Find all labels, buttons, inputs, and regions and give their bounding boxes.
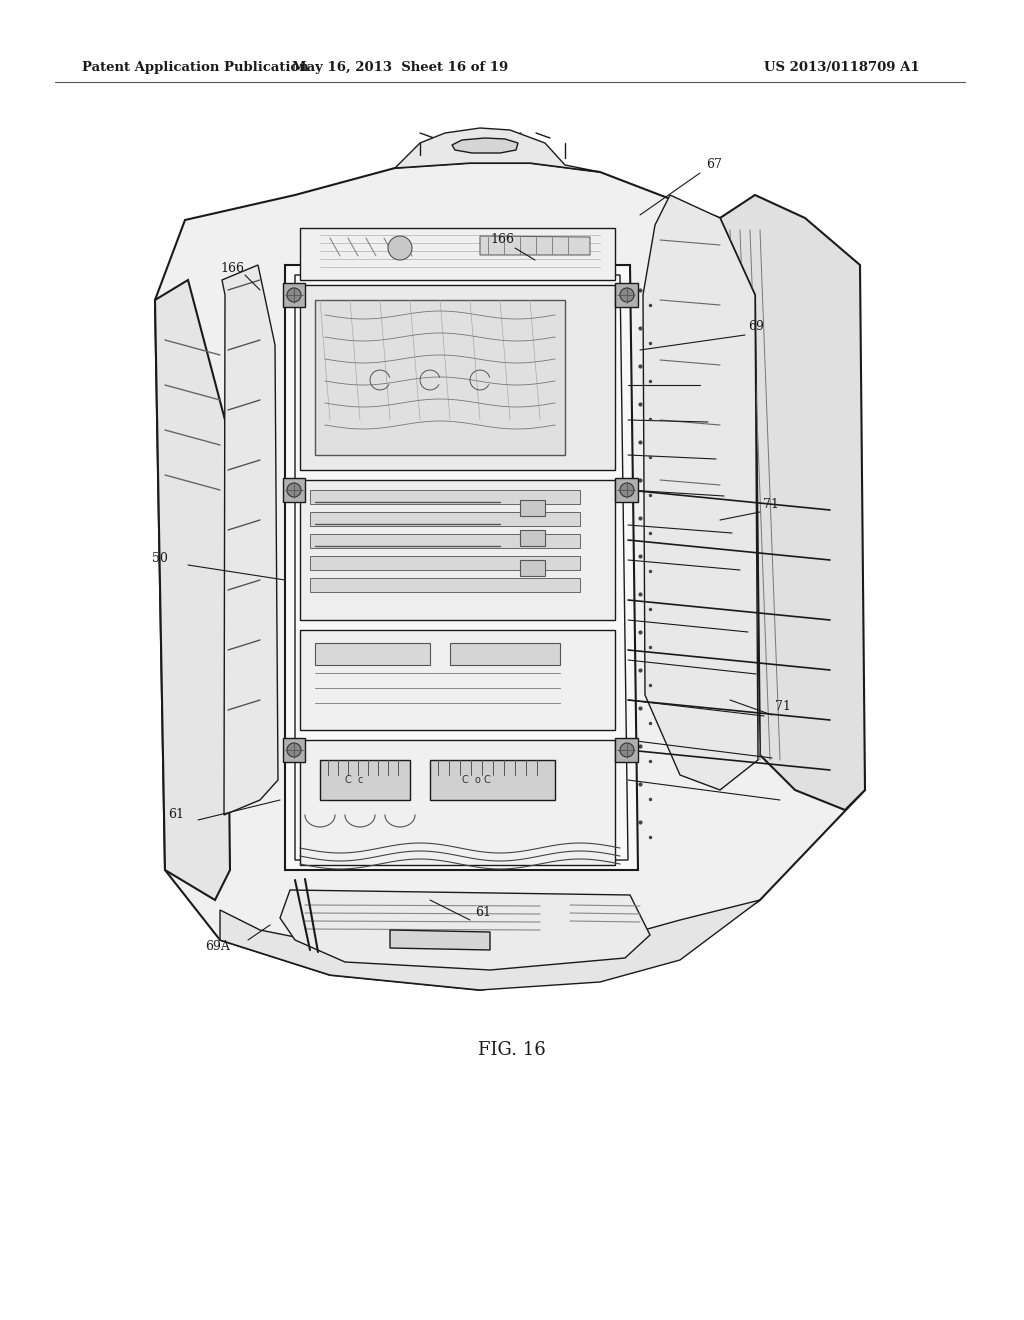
Polygon shape	[615, 282, 638, 308]
Polygon shape	[283, 478, 305, 502]
Text: 69: 69	[748, 319, 764, 333]
Polygon shape	[222, 265, 278, 814]
Text: May 16, 2013  Sheet 16 of 19: May 16, 2013 Sheet 16 of 19	[292, 62, 508, 74]
Circle shape	[620, 288, 634, 302]
Polygon shape	[300, 630, 615, 730]
Polygon shape	[220, 900, 760, 990]
Text: 166: 166	[220, 261, 244, 275]
Polygon shape	[450, 643, 560, 665]
Circle shape	[287, 743, 301, 756]
Polygon shape	[280, 890, 650, 970]
Text: FIG. 16: FIG. 16	[478, 1041, 546, 1059]
Text: 61: 61	[475, 906, 490, 919]
Circle shape	[388, 236, 412, 260]
Polygon shape	[155, 162, 865, 990]
Polygon shape	[310, 535, 580, 548]
Text: 61: 61	[168, 808, 184, 821]
Polygon shape	[155, 280, 230, 900]
Polygon shape	[720, 195, 865, 810]
Polygon shape	[319, 760, 410, 800]
Circle shape	[620, 743, 634, 756]
Polygon shape	[520, 531, 545, 546]
Polygon shape	[643, 195, 758, 789]
Polygon shape	[285, 265, 638, 870]
Polygon shape	[310, 490, 580, 504]
Polygon shape	[300, 285, 615, 470]
Polygon shape	[310, 556, 580, 570]
Text: 50: 50	[152, 552, 168, 565]
Text: C  c: C c	[345, 775, 364, 785]
Text: 69A: 69A	[205, 940, 229, 953]
Text: 71: 71	[763, 498, 779, 511]
Circle shape	[620, 483, 634, 498]
Polygon shape	[300, 228, 615, 280]
Circle shape	[287, 288, 301, 302]
Polygon shape	[390, 931, 490, 950]
Polygon shape	[283, 738, 305, 762]
Polygon shape	[520, 500, 545, 516]
Polygon shape	[615, 478, 638, 502]
Text: 166: 166	[490, 234, 514, 246]
Text: Patent Application Publication: Patent Application Publication	[82, 62, 309, 74]
Polygon shape	[300, 741, 615, 865]
Polygon shape	[615, 738, 638, 762]
Polygon shape	[430, 760, 555, 800]
Polygon shape	[395, 128, 600, 172]
Text: C  o C: C o C	[462, 775, 490, 785]
Polygon shape	[300, 480, 615, 620]
Text: 71: 71	[775, 700, 791, 713]
Polygon shape	[452, 139, 518, 153]
Polygon shape	[310, 578, 580, 591]
Polygon shape	[310, 512, 580, 525]
Polygon shape	[520, 560, 545, 576]
Polygon shape	[315, 300, 565, 455]
Polygon shape	[283, 282, 305, 308]
Circle shape	[287, 483, 301, 498]
Text: 67: 67	[706, 158, 722, 172]
Polygon shape	[480, 236, 590, 255]
Text: US 2013/0118709 A1: US 2013/0118709 A1	[764, 62, 920, 74]
Polygon shape	[315, 643, 430, 665]
